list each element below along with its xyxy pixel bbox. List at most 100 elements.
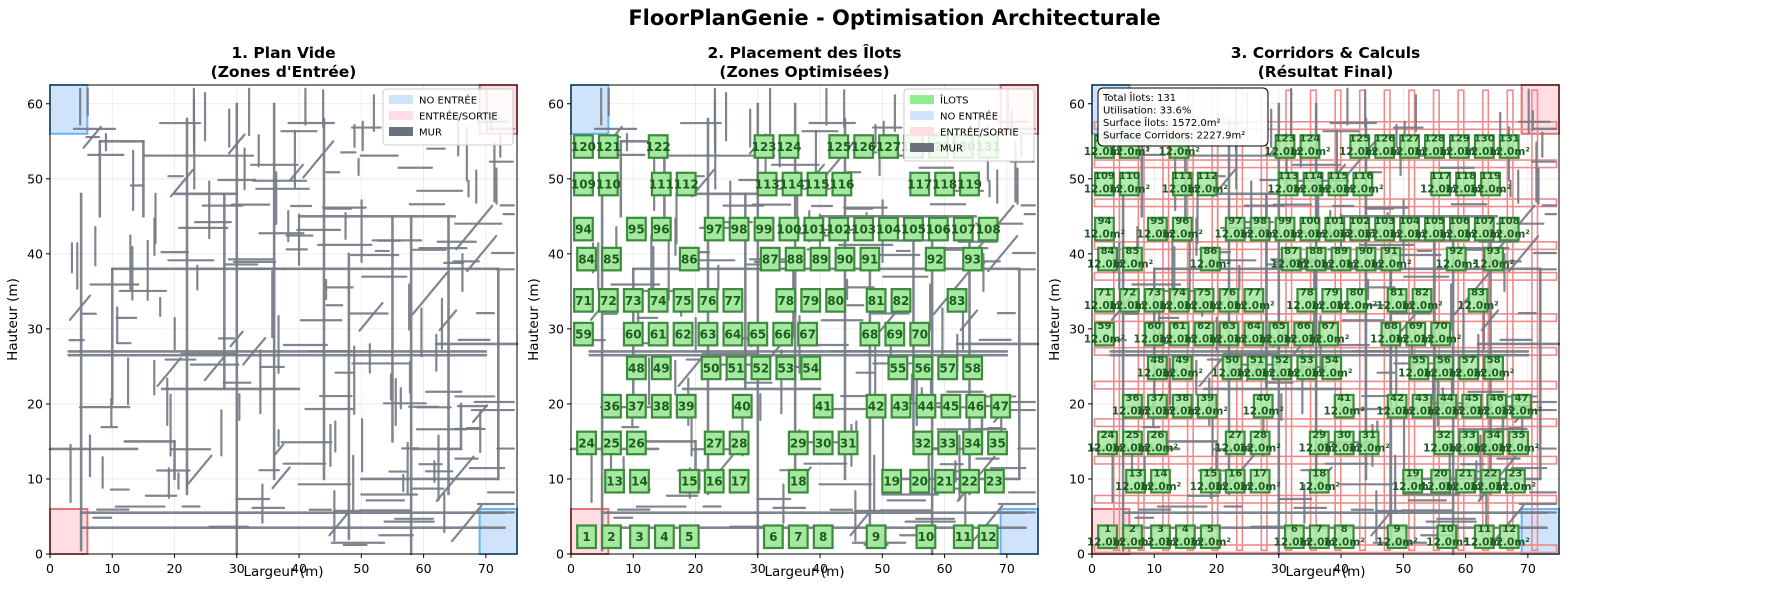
ilot-box	[881, 468, 903, 494]
wall-segment	[823, 140, 856, 179]
ilot: 40	[731, 393, 753, 419]
x-tick-label: 60	[1458, 561, 1474, 576]
ilot: 19	[881, 468, 903, 494]
y-tick-label: 60	[27, 96, 43, 111]
ilot-number: 15	[681, 475, 698, 489]
panel-2-xlabel: Largeur (m)	[764, 564, 844, 580]
ilot-box	[1321, 288, 1343, 313]
ilot-area-label: 12.0m²	[1339, 146, 1381, 158]
corridor-vertical	[1506, 89, 1514, 552]
ilot: 60	[622, 321, 644, 347]
ilot-number: 70	[1434, 321, 1448, 332]
ilot-box	[987, 430, 1008, 456]
ilot-number: 65	[749, 328, 766, 342]
ilot-box	[697, 288, 719, 313]
ilot-number: 97	[1228, 216, 1242, 227]
ilot: 126	[851, 134, 876, 159]
ilot: 5	[678, 524, 700, 550]
ilot: 86 12.0m²	[1190, 246, 1231, 272]
ilot-number: 26	[628, 436, 645, 450]
ilot: 104 12.0m²	[1389, 216, 1431, 242]
ilot: 113	[755, 171, 780, 197]
ilot: 31	[837, 430, 859, 456]
ilot: 95	[625, 216, 647, 242]
ilot-area-label: 12.0m²	[1084, 334, 1126, 346]
wall-segment	[1370, 511, 1392, 537]
ilot-box	[1424, 216, 1445, 242]
ilot: 2	[601, 524, 622, 550]
ilot-number: 114	[780, 178, 805, 192]
ilot-number: 19	[883, 475, 900, 489]
ilot: 39 12.0m²	[1186, 393, 1228, 419]
ilot: 124	[776, 134, 801, 159]
ilot-number: 80	[1350, 287, 1364, 298]
y-tick-label: 20	[1069, 396, 1085, 411]
ilot-box	[959, 468, 980, 494]
ilot-box	[728, 468, 750, 494]
ilot-number: 63	[1222, 321, 1236, 332]
ilot-box	[806, 171, 828, 197]
ilot-number: 5	[685, 530, 693, 544]
ilot-number: 126	[1374, 134, 1395, 145]
ilot: 78 12.0m²	[1286, 287, 1328, 313]
ilot-box	[1193, 321, 1215, 347]
ilot-box	[1445, 246, 1467, 272]
legend-label: MUR	[419, 128, 442, 139]
panel-2-title-line2: (Zones Optimisées)	[719, 63, 889, 81]
ilot-area-label: 12.0m²	[1165, 536, 1207, 548]
ilot-area-label: 12.0m²	[1317, 184, 1359, 196]
y-tick-label: 50	[1069, 171, 1085, 186]
ilot: 82	[890, 288, 912, 313]
ilot-number: 38	[1175, 393, 1189, 404]
ilot-number: 63	[700, 328, 717, 342]
ilot-number: 59	[575, 328, 592, 342]
ilot-box	[1218, 321, 1240, 347]
ilot-number: 69	[886, 328, 903, 342]
ilot-box	[703, 216, 725, 242]
ilot-box	[573, 321, 594, 347]
ilot-box	[812, 524, 834, 550]
ilot-box	[1097, 524, 1119, 550]
x-tick-label: 70	[478, 561, 494, 576]
ilot: 22 12.0m²	[1470, 468, 1512, 494]
ilot-number: 118	[932, 178, 957, 192]
ilot-box	[1171, 393, 1193, 419]
ilot-number: 88	[787, 253, 804, 267]
ilot-number: 41	[1337, 393, 1351, 404]
ilot: 42 12.0m²	[1376, 393, 1418, 419]
legend-label: ÎLOTS	[939, 94, 969, 107]
ilot-box	[1498, 216, 1520, 242]
ilot-number: 2	[607, 530, 615, 544]
ilot-box	[831, 171, 853, 197]
ilot-box	[722, 321, 744, 347]
ilot-number: 123	[751, 140, 776, 154]
ilot-area-label: 12.0m²	[1112, 259, 1154, 271]
ilot-area-label: 12.0m²	[1389, 146, 1431, 158]
ilot-number: 32	[1437, 430, 1451, 441]
ilot-number: 82	[893, 294, 910, 308]
ilot-box	[787, 524, 809, 550]
ilot-box	[1199, 524, 1221, 550]
panel-3-title-line1: 3. Corridors & Calculs	[1231, 44, 1421, 62]
ilot-number: 16	[706, 475, 723, 489]
ilot-area-label: 12.0m²	[1426, 536, 1468, 548]
ilot-area-label: 12.0m²	[1457, 300, 1499, 312]
ilot-number: 10	[1440, 524, 1454, 535]
ilot-number: 22	[1484, 468, 1498, 479]
ilot-number: 39	[1200, 393, 1214, 404]
ilot: 77	[722, 288, 744, 313]
ilot-number: 66	[774, 328, 791, 342]
ilot: 71 12.0m²	[1084, 287, 1126, 313]
ilot-number: 77	[1247, 287, 1261, 298]
ilot-box	[1480, 468, 1501, 494]
legend-swatch	[910, 111, 934, 120]
ilot: 84 12.0m²	[1087, 246, 1129, 272]
ilot-number: 14	[1154, 468, 1168, 479]
ilot-number: 11	[955, 530, 972, 544]
ilot: 33	[937, 430, 959, 456]
ilot-box	[722, 288, 744, 313]
ilot-number: 91	[1384, 246, 1398, 257]
corridor-horizontal	[1093, 120, 1558, 131]
ilot: 118	[932, 171, 957, 197]
ilot-box	[753, 216, 775, 242]
